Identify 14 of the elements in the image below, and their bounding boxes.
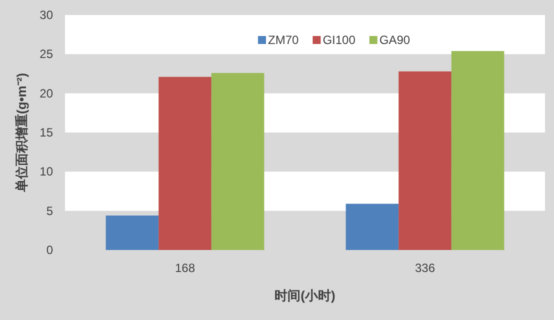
y-tick-label: 25 (40, 47, 54, 62)
legend-label: GI100 (322, 33, 356, 47)
legend-label: ZM70 (268, 33, 299, 47)
y-axis-title: 单位面积增重(g•m⁻²) (14, 72, 29, 194)
x-tick-label: 168 (174, 261, 196, 275)
y-tick-label: 15 (40, 126, 54, 140)
x-axis-title: 时间(小时) (274, 288, 336, 303)
y-tick-label: 10 (40, 164, 54, 179)
legend-label: GA90 (379, 33, 410, 47)
x-tick-label: 336 (414, 261, 436, 275)
y-tick-label: 5 (46, 204, 54, 218)
y-tick-label: 30 (40, 8, 54, 22)
y-tick-label: 20 (40, 86, 54, 100)
y-tick-label: 0 (46, 243, 54, 257)
